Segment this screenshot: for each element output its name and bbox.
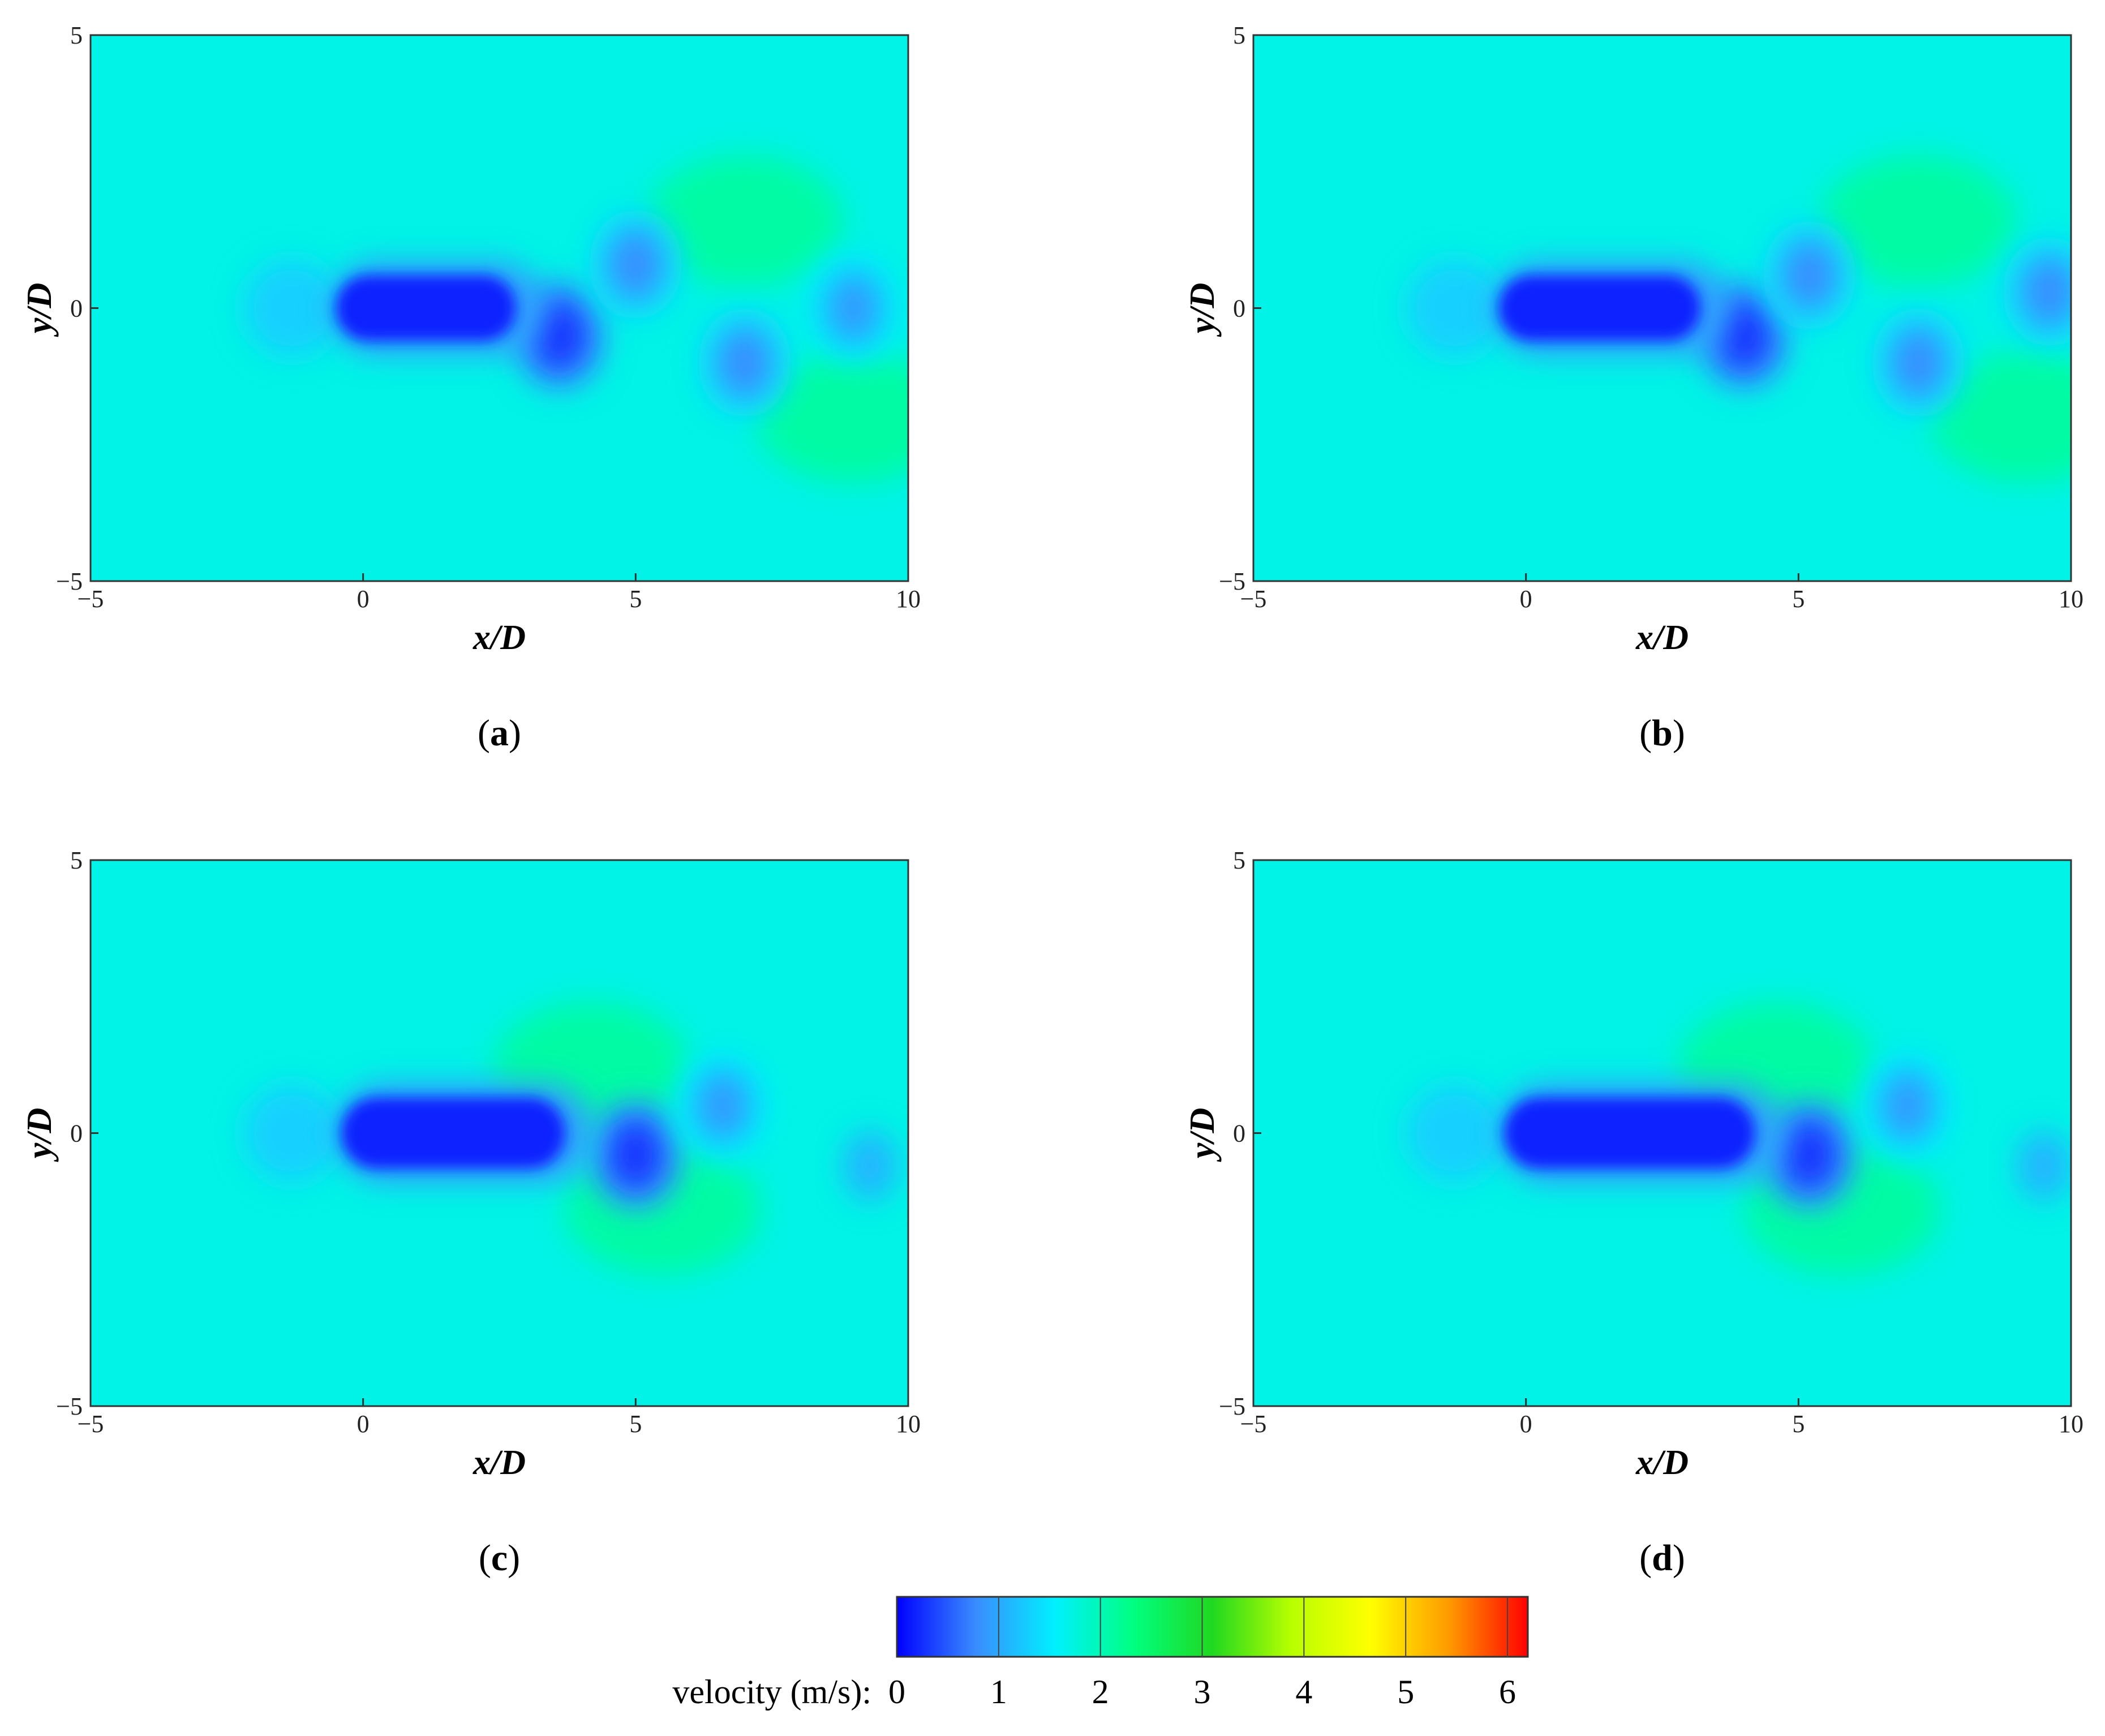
y-axis-label: y/D [20,1108,59,1163]
stagnation-zone [1406,259,1505,358]
high-speed-zone [1820,155,2017,286]
stagnation-zone [243,259,342,358]
panel-d: −5 0 5 10 −5 0 5 x/D y/D (d) [1183,846,2083,1579]
colorbar-gradient [896,1596,1529,1658]
vortex-core [843,1130,897,1202]
x-axis-label: x/D [1635,1443,1689,1482]
x-tick-label: 0 [357,585,370,613]
y-tick-label: 0 [1233,1120,1245,1148]
x-tick-label: 0 [1520,585,1532,613]
high-speed-zone [646,155,843,286]
colorbar-tick-label: 2 [1092,1673,1109,1711]
x-tick-label: 5 [629,1410,642,1438]
colorbar-tick-label: 3 [1194,1673,1211,1711]
vortex-core [717,327,772,398]
vortex-core [695,1070,750,1141]
stagnation-zone [1406,1084,1505,1183]
x-tick-label: 10 [2059,1410,2083,1438]
x-axis-label: x/D [472,1443,526,1482]
y-axis-label: y/D [20,283,59,338]
vortex-core [608,1119,663,1191]
x-tick-label: 10 [2059,585,2083,613]
y-tick-label: −5 [56,1393,83,1420]
vortex-core [2022,256,2071,328]
y-tick-label: 0 [70,295,83,323]
contour-features [243,155,908,483]
vortex-core [2016,1130,2071,1202]
colorbar-tick-label: 5 [1397,1673,1414,1711]
vortex-core [608,229,663,300]
panel-label: (d) [1639,1537,1685,1579]
y-tick-label: −5 [1219,1393,1245,1420]
y-tick-label: 0 [1233,295,1245,323]
y-tick-label: −5 [56,568,83,595]
x-tick-label: 5 [1792,1410,1805,1438]
wake-region [1504,1097,1755,1169]
panel-label: (c) [479,1537,520,1579]
high-speed-zone [755,351,908,483]
contour-features [1406,1002,2071,1275]
contour-features [1406,155,2071,483]
vortex-core [1880,1070,1935,1141]
vortex-core [1782,239,1837,311]
x-tick-label: 10 [896,1410,921,1438]
y-tick-label: 5 [70,22,83,49]
wake-region [336,275,516,341]
x-tick-label: 0 [357,1410,370,1438]
x-tick-label: −5 [78,1410,104,1438]
x-tick-label: 5 [1792,585,1805,613]
panel-label: (b) [1639,712,1685,754]
panel-label: (a) [478,712,521,754]
y-tick-label: 5 [70,846,83,874]
colorbar-label: velocity (m/s): [672,1673,871,1711]
y-tick-label: 5 [1233,846,1245,874]
wake-region [341,1097,565,1169]
x-tick-label: −5 [1240,585,1267,613]
panel-c: −5 0 5 10 −5 0 5 x/D y/D (c) [20,846,921,1579]
vortex-core [1782,1119,1837,1191]
vortex-core [826,272,881,344]
vortex-core [1716,300,1772,371]
colorbar: 0 1 2 3 4 5 6 velocity (m/s): [672,1596,1529,1711]
colorbar-tick-label: 4 [1295,1673,1312,1711]
contour-features [243,1002,908,1275]
x-tick-label: −5 [1240,1410,1267,1438]
colorbar-tick-label: 0 [888,1673,905,1711]
x-axis-label: x/D [1635,618,1689,657]
colorbar-tick-label: 1 [990,1673,1007,1711]
y-tick-label: 0 [70,1120,83,1148]
panel-a: −5 0 5 10 −5 0 5 x/D y/D (a) [20,22,921,754]
high-speed-zone [1929,351,2071,483]
x-axis-label: x/D [472,618,526,657]
stagnation-zone [243,1084,342,1183]
wake-region [1498,275,1700,341]
y-tick-label: −5 [1219,568,1245,595]
x-tick-label: −5 [78,585,104,613]
panel-b: −5 0 5 10 −5 0 5 x/D y/D (b) [1183,22,2083,754]
x-tick-label: 10 [896,585,921,613]
vortex-core [532,300,587,371]
y-tick-label: 5 [1233,22,1245,49]
vortex-core [1891,327,1946,398]
colorbar-tick-label: 6 [1499,1673,1516,1711]
x-tick-label: 0 [1520,1410,1532,1438]
y-axis-label: y/D [1183,283,1222,338]
y-axis-label: y/D [1183,1108,1222,1163]
x-tick-label: 5 [629,585,642,613]
